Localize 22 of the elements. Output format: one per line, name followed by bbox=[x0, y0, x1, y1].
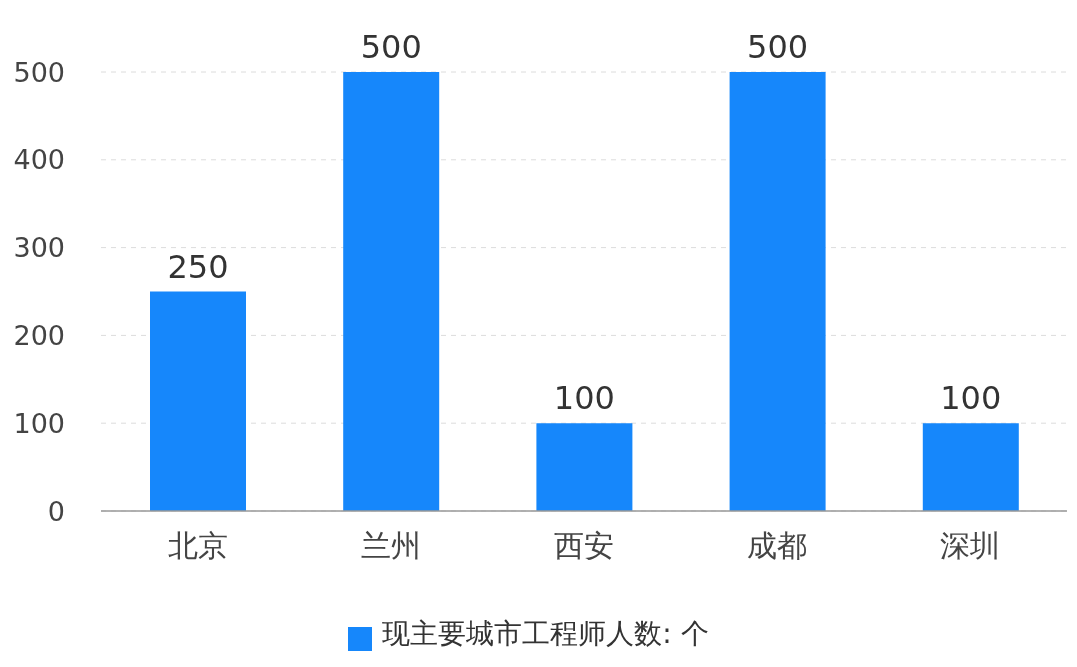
x-tick-label: 成都 bbox=[747, 528, 808, 564]
bar bbox=[536, 423, 633, 511]
y-tick-label: 100 bbox=[13, 407, 65, 439]
bar bbox=[150, 291, 246, 511]
y-tick-label: 500 bbox=[13, 56, 65, 88]
legend-label: 现主要城市工程师人数: 个 bbox=[382, 617, 709, 650]
data-label: 500 bbox=[747, 28, 809, 66]
bar bbox=[729, 72, 826, 511]
data-label: 100 bbox=[553, 379, 615, 418]
x-tick-label: 北京 bbox=[167, 528, 228, 564]
y-tick-label: 200 bbox=[13, 319, 65, 351]
x-tick-label: 深圳 bbox=[940, 528, 1001, 564]
x-tick-label: 西安 bbox=[554, 528, 614, 564]
bar bbox=[343, 72, 440, 511]
data-label: 250 bbox=[167, 247, 229, 286]
data-label: 100 bbox=[940, 379, 1002, 418]
y-tick-label: 0 bbox=[47, 495, 65, 527]
y-tick-label: 400 bbox=[13, 144, 65, 176]
bar bbox=[922, 423, 1019, 511]
y-tick-label: 300 bbox=[13, 232, 65, 264]
data-label: 500 bbox=[360, 28, 422, 66]
x-tick-label: 兰州 bbox=[360, 528, 421, 564]
